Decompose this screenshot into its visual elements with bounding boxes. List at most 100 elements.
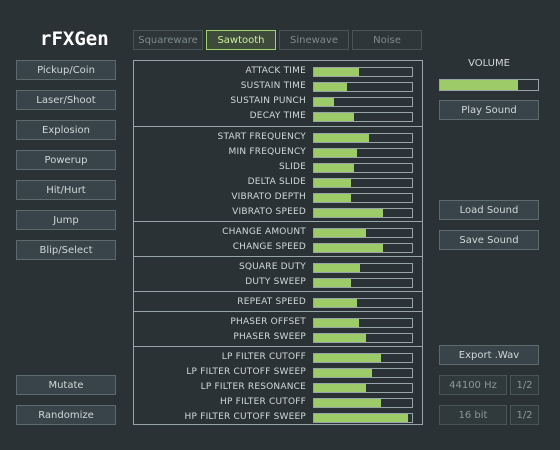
randomize-button[interactable]: Randomize	[16, 405, 116, 425]
save-sound-button[interactable]: Save Sound	[439, 230, 539, 250]
param-label: HP FILTER CUTOFF SWEEP	[184, 412, 306, 422]
param-row: PHASER OFFSET	[134, 315, 422, 330]
param-slider[interactable]	[313, 133, 413, 143]
param-slider-fill	[314, 179, 352, 187]
param-slider[interactable]	[313, 383, 413, 393]
bit-depth-field[interactable]: 16 bit	[439, 405, 507, 425]
play-sound-button[interactable]: Play Sound	[439, 100, 539, 120]
tab-noise[interactable]: Noise	[352, 30, 422, 50]
param-group: ATTACK TIME SUSTAIN TIME SUSTAIN PUNCH DECA…	[134, 61, 422, 126]
param-slider[interactable]	[313, 413, 413, 423]
param-row: DELTA SLIDE	[134, 175, 422, 190]
hit-hurt-button[interactable]: Hit/Hurt	[16, 180, 116, 200]
tab-sawtooth[interactable]: Sawtooth	[206, 30, 276, 50]
param-slider-fill	[314, 354, 381, 362]
param-slider-fill	[314, 414, 409, 422]
volume-fill	[440, 80, 519, 90]
param-slider[interactable]	[313, 263, 413, 273]
param-group: LP FILTER CUTOFF LP FILTER CUTOFF SWEEP LP…	[134, 346, 422, 427]
param-slider-fill	[314, 98, 334, 106]
volume-label: VOLUME	[468, 58, 510, 69]
param-slider[interactable]	[313, 193, 413, 203]
laser-shoot-button[interactable]: Laser/Shoot	[16, 90, 116, 110]
param-label: CHANGE AMOUNT	[222, 227, 306, 237]
param-slider[interactable]	[313, 353, 413, 363]
param-label: VIBRATO DEPTH	[231, 192, 306, 202]
param-slider-fill	[314, 279, 352, 287]
param-slider[interactable]	[313, 82, 413, 92]
param-group: CHANGE AMOUNT CHANGE SPEED	[134, 221, 422, 257]
param-row: VIBRATO SPEED	[134, 205, 422, 220]
param-slider-fill	[314, 83, 348, 91]
param-slider[interactable]	[313, 298, 413, 308]
param-label: SQUARE DUTY	[238, 262, 306, 272]
param-row: SQUARE DUTY	[134, 260, 422, 275]
param-slider-fill	[314, 384, 366, 392]
parameters-panel: ATTACK TIME SUSTAIN TIME SUSTAIN PUNCH DECA…	[133, 60, 423, 425]
param-row: CHANGE AMOUNT	[134, 225, 422, 240]
param-label: LP FILTER CUTOFF SWEEP	[186, 367, 306, 377]
param-slider-fill	[314, 164, 355, 172]
pickup-coin-button[interactable]: Pickup/Coin	[16, 60, 116, 80]
mutate-button[interactable]: Mutate	[16, 375, 116, 395]
blip-select-button[interactable]: Blip/Select	[16, 240, 116, 260]
param-row: LP FILTER CUTOFF SWEEP	[134, 365, 422, 380]
powerup-button[interactable]: Powerup	[16, 150, 116, 170]
app-title: rFXGen	[40, 28, 109, 50]
param-row: HP FILTER CUTOFF	[134, 395, 422, 410]
param-slider-fill	[314, 194, 352, 202]
param-slider-fill	[314, 134, 369, 142]
param-slider-fill	[314, 149, 358, 157]
param-slider[interactable]	[313, 148, 413, 158]
volume-slider[interactable]	[439, 79, 539, 91]
param-row: HP FILTER CUTOFF SWEEP	[134, 410, 422, 425]
param-slider[interactable]	[313, 228, 413, 238]
param-slider[interactable]	[313, 163, 413, 173]
param-slider[interactable]	[313, 178, 413, 188]
param-row: SUSTAIN TIME	[134, 79, 422, 94]
param-row: SLIDE	[134, 160, 422, 175]
load-sound-button[interactable]: Load Sound	[439, 200, 539, 220]
param-slider-fill	[314, 264, 361, 272]
jump-button[interactable]: Jump	[16, 210, 116, 230]
param-row: LP FILTER CUTOFF	[134, 350, 422, 365]
param-slider-fill	[314, 209, 383, 217]
param-label: VIBRATO SPEED	[232, 207, 306, 217]
sample-rate-field[interactable]: 44100 Hz	[439, 375, 507, 395]
param-slider[interactable]	[313, 278, 413, 288]
param-slider[interactable]	[313, 67, 413, 77]
explosion-button[interactable]: Explosion	[16, 120, 116, 140]
param-label: MIN FREQUENCY	[228, 147, 306, 157]
tab-squareware[interactable]: Squareware	[133, 30, 203, 50]
param-slider-fill	[314, 334, 366, 342]
param-group: SQUARE DUTY DUTY SWEEP	[134, 256, 422, 292]
param-label: SUSTAIN PUNCH	[230, 96, 306, 106]
export-wav-button[interactable]: Export .Wav	[439, 345, 539, 365]
param-slider-fill	[314, 68, 360, 76]
sample-rate-toggle[interactable]: 1/2	[510, 375, 539, 395]
param-label: SLIDE	[279, 162, 306, 172]
param-slider[interactable]	[313, 398, 413, 408]
param-slider[interactable]	[313, 97, 413, 107]
param-slider[interactable]	[313, 368, 413, 378]
param-row: LP FILTER RESONANCE	[134, 380, 422, 395]
param-slider[interactable]	[313, 333, 413, 343]
param-slider-fill	[314, 299, 358, 307]
param-slider-fill	[314, 244, 383, 252]
param-slider[interactable]	[313, 112, 413, 122]
param-row: START FREQUENCY	[134, 130, 422, 145]
param-row: MIN FREQUENCY	[134, 145, 422, 160]
param-row: VIBRATO DEPTH	[134, 190, 422, 205]
param-slider[interactable]	[313, 243, 413, 253]
param-label: START FREQUENCY	[217, 132, 306, 142]
param-label: CHANGE SPEED	[232, 242, 306, 252]
param-slider[interactable]	[313, 318, 413, 328]
param-slider-fill	[314, 319, 360, 327]
param-slider[interactable]	[313, 208, 413, 218]
param-row: SUSTAIN PUNCH	[134, 94, 422, 109]
param-label: PHASER SWEEP	[233, 332, 306, 342]
tab-sinewave[interactable]: Sinewave	[279, 30, 349, 50]
param-slider-fill	[314, 113, 355, 121]
bit-depth-toggle[interactable]: 1/2	[510, 405, 539, 425]
param-label: DECAY TIME	[249, 111, 306, 121]
